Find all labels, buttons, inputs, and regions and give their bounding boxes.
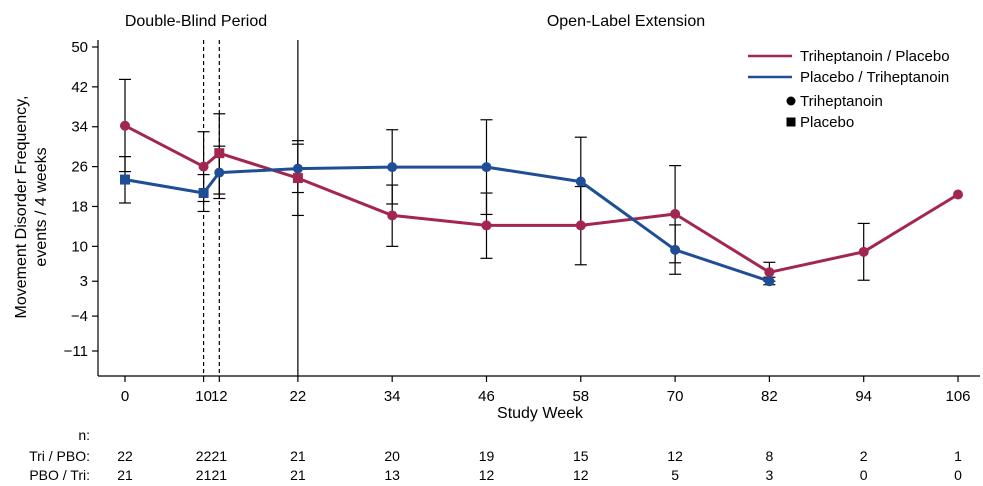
point-marker-circle	[670, 244, 681, 255]
y-tick-label: 42	[71, 79, 88, 96]
n-table-cell: 21	[212, 467, 228, 483]
n-table-cell: 19	[479, 448, 495, 464]
n-table-header: n:	[78, 427, 90, 443]
series-pbo-tri	[120, 162, 775, 287]
legend-label: Triheptanoin / Placebo	[800, 48, 950, 65]
point-marker-circle	[953, 189, 963, 200]
n-table-cell: 15	[573, 448, 589, 464]
point-marker-circle	[481, 162, 492, 173]
point-marker-circle	[575, 220, 586, 231]
n-table-cell: 12	[573, 467, 589, 483]
n-table-cell: 3	[765, 467, 773, 483]
point-marker-circle	[120, 120, 130, 131]
n-table-row-label: PBO / Tri:	[29, 467, 90, 483]
error-bars	[119, 78, 870, 286]
x-tick-label: 82	[761, 388, 778, 405]
x-tick-label: 70	[667, 388, 684, 405]
point-marker-circle	[764, 276, 775, 287]
n-table-cell: 21	[290, 448, 306, 464]
point-marker-circle	[214, 167, 225, 178]
point-marker-circle	[764, 267, 775, 278]
n-table-cell: 8	[765, 448, 773, 464]
point-marker-square	[292, 173, 303, 184]
x-tick-label: 106	[945, 388, 970, 405]
x-tick-label: 58	[572, 388, 589, 405]
x-tick-label: 10	[195, 388, 212, 405]
y-tick-label: 10	[71, 238, 88, 255]
point-marker-square	[214, 148, 225, 159]
y-tick-label: 34	[71, 119, 88, 136]
y-tick-label: 26	[71, 159, 88, 176]
series-tri-pbo	[120, 120, 963, 278]
n-table-cell: 22	[117, 448, 133, 464]
series-layer	[119, 78, 963, 287]
n-table-cell: 21	[196, 467, 212, 483]
point-marker-circle	[387, 162, 398, 173]
series-line	[124, 124, 959, 274]
legend-label: Placebo / Triheptanoin	[800, 69, 949, 86]
series-line	[124, 165, 770, 283]
x-tick-label: 94	[855, 388, 872, 405]
y-tick-label: 3	[80, 273, 88, 290]
y-tick-label: −4	[71, 308, 88, 325]
point-marker-circle	[387, 210, 398, 221]
point-marker-circle	[292, 163, 303, 174]
y-tick-label: −11	[64, 343, 88, 360]
y-tick-label: 50	[71, 39, 88, 56]
y-tick-label: 18	[71, 198, 88, 215]
n-table-cell: 12	[667, 448, 683, 464]
n-table-cell: 12	[479, 467, 495, 483]
x-tick-label: 46	[478, 388, 495, 405]
n-table-cell: 13	[384, 467, 400, 483]
legend-marker-square	[786, 117, 796, 127]
n-table-cell: 21	[212, 448, 228, 464]
n-table-cell: 5	[671, 467, 679, 483]
x-tick-label: 22	[290, 388, 307, 405]
point-marker-circle	[858, 246, 869, 257]
n-table-cell: 21	[290, 467, 306, 483]
n-table-cell: 1	[954, 448, 962, 464]
period-lines	[202, 40, 299, 376]
legend-label: Placebo	[800, 114, 854, 131]
n-table-cell: 20	[384, 448, 400, 464]
legend: Triheptanoin / Placebo Placebo / Trihepta…	[748, 48, 950, 131]
point-marker-circle	[575, 176, 586, 187]
x-tick-label: 12	[211, 388, 228, 405]
point-marker-circle	[670, 208, 681, 219]
point-marker-circle	[481, 220, 492, 231]
x-tick-label: 0	[121, 388, 129, 405]
n-table-cell: 22	[196, 448, 212, 464]
n-table-cell: 2	[860, 448, 868, 464]
n-table-row-label: Tri / PBO:	[29, 448, 90, 464]
legend-marker-circle	[786, 96, 796, 106]
y-axis-label-line1: Movement Disorder Frequency,	[13, 96, 30, 319]
x-axis-label: Study Week	[497, 405, 584, 422]
n-table-cell: 21	[117, 467, 133, 483]
n-table-cell: 0	[860, 467, 868, 483]
n-table-cell: 0	[954, 467, 962, 483]
y-axis-label-line2: events / 4 weeks	[33, 147, 50, 266]
point-marker-circle	[198, 161, 209, 172]
point-marker-square	[198, 188, 209, 199]
x-tick-label: 34	[384, 388, 401, 405]
period-label-open-label: Open-Label Extension	[547, 13, 705, 30]
point-marker-square	[120, 174, 130, 185]
period-label-double-blind: Double-Blind Period	[125, 13, 267, 30]
legend-label: Triheptanoin	[800, 93, 883, 110]
